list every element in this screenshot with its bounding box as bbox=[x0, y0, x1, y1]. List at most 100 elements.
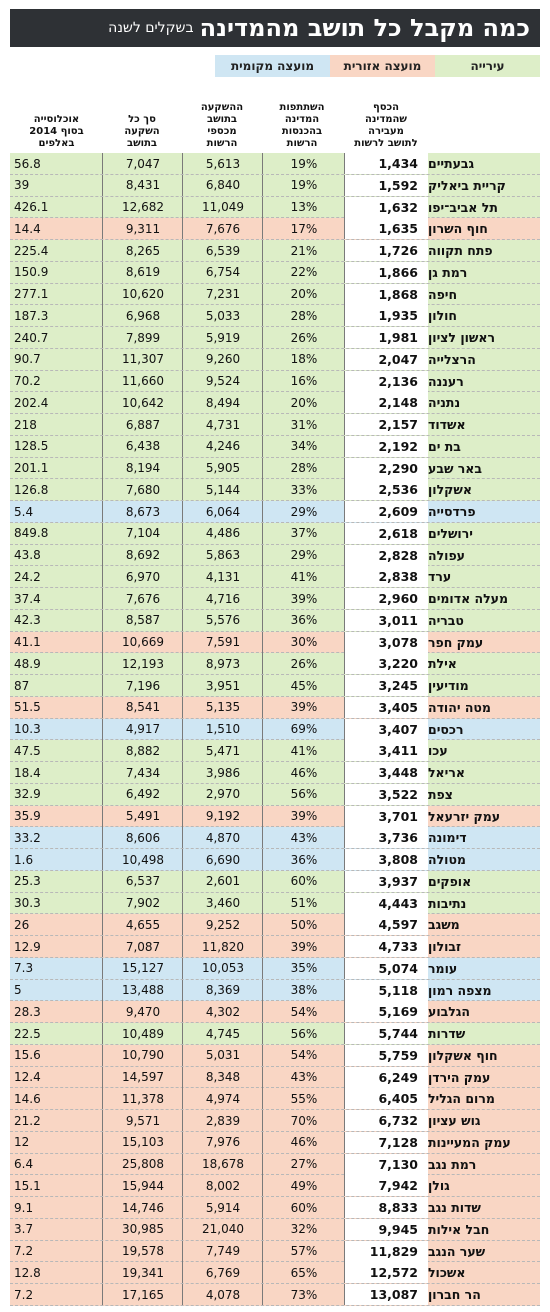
column-divider bbox=[182, 914, 183, 936]
state-share-value: 18% bbox=[290, 352, 318, 367]
population-value: 15.1 bbox=[14, 1178, 41, 1193]
authority-name: מעלה אדומים bbox=[428, 591, 509, 606]
authority-investment-value: 5,919 bbox=[205, 330, 241, 345]
state-share-value: 73% bbox=[290, 1287, 318, 1302]
population-value: 90.7 bbox=[14, 352, 41, 367]
state-share-value: 39% bbox=[290, 939, 318, 954]
authority-investment-value: 3,986 bbox=[205, 765, 241, 780]
column-divider bbox=[102, 544, 103, 566]
state-transfer-value: 2,609 bbox=[345, 501, 428, 522]
column-divider bbox=[344, 740, 345, 762]
state-share-value: 50% bbox=[290, 917, 318, 932]
population-value: 15.6 bbox=[14, 1048, 41, 1063]
column-divider bbox=[344, 1110, 345, 1131]
legend: עירייה מועצה אזורית מועצה מקומית bbox=[10, 55, 540, 77]
total-investment-value: 7,899 bbox=[125, 330, 161, 345]
column-divider bbox=[182, 435, 183, 457]
state-transfer-value: 3,808 bbox=[345, 849, 428, 870]
table-row: עמק הירדן 6,249 43% 8,348 14,597 12.4 bbox=[10, 1066, 540, 1089]
column-divider bbox=[344, 675, 345, 696]
column-divider bbox=[102, 609, 103, 631]
column-divider bbox=[344, 870, 345, 892]
column-divider bbox=[262, 1066, 263, 1088]
column-divider bbox=[102, 914, 103, 936]
authority-name: תל אביב־יפו bbox=[428, 199, 498, 215]
authority-name: עמק המעיינות bbox=[428, 1134, 511, 1150]
column-divider bbox=[182, 348, 183, 370]
total-investment-value: 17,165 bbox=[122, 1287, 164, 1302]
authority-investment-value: 4,486 bbox=[205, 526, 241, 541]
state-share-value: 51% bbox=[290, 896, 318, 910]
column-divider bbox=[262, 936, 263, 957]
population-value: 150.9 bbox=[14, 265, 49, 280]
state-transfer-value: 3,701 bbox=[345, 805, 428, 827]
column-divider bbox=[102, 805, 103, 827]
column-divider bbox=[262, 305, 263, 327]
table-row: זבולון 4,733 39% 11,820 7,087 12.9 bbox=[10, 936, 540, 958]
table-row: גבעתיים 1,434 19% 5,613 7,047 56.8 bbox=[10, 153, 540, 175]
column-divider bbox=[102, 1001, 103, 1023]
authority-investment-value: 8,002 bbox=[205, 1178, 241, 1193]
column-divider bbox=[102, 153, 103, 174]
column-divider bbox=[344, 240, 345, 261]
population-value: 22.5 bbox=[14, 1026, 41, 1041]
total-investment-value: 15,103 bbox=[122, 1135, 164, 1150]
column-divider bbox=[102, 762, 103, 783]
state-share-value: 20% bbox=[290, 395, 318, 410]
total-investment-value: 9,311 bbox=[125, 221, 161, 236]
state-share-value: 55% bbox=[290, 1091, 318, 1106]
column-divider bbox=[182, 392, 183, 414]
table-row: אשכול 12,572 65% 6,769 19,341 12.8 bbox=[10, 1262, 540, 1284]
column-divider bbox=[344, 1131, 345, 1153]
legend-item-local: מועצה מקומית bbox=[215, 55, 330, 77]
total-investment-value: 7,087 bbox=[125, 939, 161, 954]
column-divider bbox=[344, 457, 345, 479]
column-divider bbox=[182, 153, 183, 174]
column-divider bbox=[344, 827, 345, 849]
column-divider bbox=[262, 718, 263, 740]
table-row: שער הנגב 11,829 57% 7,749 19,578 7.2 bbox=[10, 1240, 540, 1263]
column-divider bbox=[344, 435, 345, 457]
authority-investment-value: 4,302 bbox=[205, 1004, 241, 1019]
column-divider bbox=[262, 261, 263, 283]
total-investment-value: 4,917 bbox=[125, 722, 161, 736]
state-share-value: 32% bbox=[290, 1222, 318, 1237]
authority-name: שער הנגב bbox=[428, 1243, 486, 1259]
state-share-value: 38% bbox=[290, 983, 318, 997]
column-divider bbox=[182, 544, 183, 566]
column-divider bbox=[102, 892, 103, 914]
table-row: דימונה 3,736 43% 4,870 8,606 33.2 bbox=[10, 827, 540, 849]
population-value: 12.9 bbox=[14, 939, 41, 954]
state-share-value: 65% bbox=[290, 1265, 318, 1280]
total-investment-value: 6,968 bbox=[125, 308, 161, 323]
table-row: אופקים 3,937 60% 2,601 6,537 25.3 bbox=[10, 870, 540, 893]
state-share-value: 43% bbox=[290, 1070, 318, 1084]
state-share-value: 17% bbox=[290, 221, 318, 236]
state-transfer-value: 4,597 bbox=[345, 914, 428, 936]
column-divider bbox=[262, 892, 263, 914]
column-divider bbox=[262, 827, 263, 849]
authority-investment-value: 4,974 bbox=[205, 1091, 241, 1106]
total-investment-value: 8,541 bbox=[125, 700, 161, 715]
total-investment-value: 9,571 bbox=[125, 1113, 161, 1128]
authority-investment-value: 5,031 bbox=[205, 1048, 241, 1063]
column-divider bbox=[262, 1240, 263, 1262]
state-share-value: 28% bbox=[290, 461, 318, 475]
state-transfer-value: 5,759 bbox=[345, 1044, 428, 1066]
population-value: 218 bbox=[14, 417, 37, 432]
table-row: מטולה 3,808 36% 6,690 10,498 1.6 bbox=[10, 849, 540, 871]
table-row: רמת גן 1,866 22% 6,754 8,619 150.9 bbox=[10, 261, 540, 284]
state-share-value: 26% bbox=[290, 330, 318, 345]
column-divider bbox=[182, 957, 183, 979]
column-divider bbox=[262, 979, 263, 1001]
column-divider bbox=[344, 327, 345, 348]
column-divider bbox=[344, 1218, 345, 1240]
population-value: 7.3 bbox=[14, 961, 34, 976]
column-divider bbox=[102, 196, 103, 218]
state-transfer-value: 3,937 bbox=[345, 870, 428, 892]
state-transfer-value: 1,592 bbox=[345, 174, 428, 196]
authority-name: גבעתיים bbox=[428, 156, 475, 171]
population-value: 426.1 bbox=[14, 200, 49, 214]
authority-investment-value: 9,192 bbox=[205, 809, 241, 823]
population-value: 3.7 bbox=[14, 1222, 34, 1237]
